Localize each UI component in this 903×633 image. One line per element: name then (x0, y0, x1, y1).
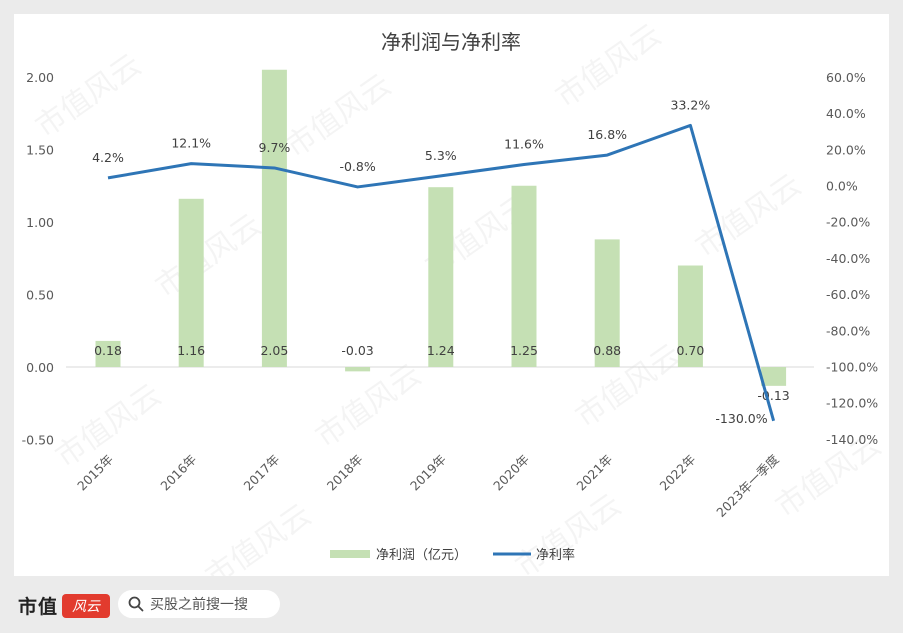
y-right-tick-label: -40.0% (826, 251, 870, 266)
legend-label-line: 净利率 (536, 547, 575, 563)
search-text: 买股之前搜一搜 (150, 597, 248, 613)
chart-title: 净利润与净利率 (381, 30, 521, 54)
chart-card: 市值风云 市值风云 市值风云 市值风云 市值风云 市值风云 市值风云 市值风云 市值风云 市值风云… (14, 14, 889, 576)
y-left-tick-label: 1.00 (26, 215, 54, 230)
line-data-label: 12.1% (171, 136, 211, 151)
x-tick-label: 2021年 (573, 452, 615, 494)
bar (428, 187, 454, 367)
line-data-label: 5.3% (425, 148, 457, 163)
y-right-tick-label: -140.0% (826, 432, 878, 447)
line-data-label: -130.0% (715, 411, 767, 426)
y-left-tick-label: 0.50 (26, 288, 54, 303)
y-right-tick-label: 40.0% (826, 106, 866, 121)
bar (178, 198, 204, 367)
bar (761, 367, 787, 386)
y-right-tick-label: 20.0% (826, 142, 866, 157)
watermark-text: 市值风云 (29, 47, 147, 144)
bar (261, 69, 287, 367)
y-left-tick-label: 1.50 (26, 143, 54, 158)
x-tick-label: 2020年 (490, 452, 532, 494)
line-data-label: 9.7% (259, 140, 291, 155)
footer-bar: 市值 风云 买股之前搜一搜 (0, 580, 903, 633)
watermark-text: 市值风云 (199, 497, 317, 576)
bar-data-label: 0.18 (94, 343, 122, 358)
bar (511, 185, 537, 367)
legend-swatch-bar (330, 550, 370, 558)
logo-text: 市值 (18, 596, 59, 618)
line-data-label: 11.6% (504, 137, 544, 152)
line-data-label: 33.2% (671, 97, 711, 112)
watermark-text: 市值风云 (149, 207, 267, 304)
y-right-tick-label: -120.0% (826, 396, 878, 411)
x-tick-label: 2023年一季度 (713, 451, 782, 520)
y-right-tick-label: -20.0% (826, 215, 870, 230)
line-data-label: 16.8% (587, 127, 627, 142)
bar-data-label: 0.70 (676, 343, 704, 358)
watermark-text: 市值风云 (279, 67, 397, 164)
x-tick-label: 2022年 (657, 452, 699, 494)
bar (345, 367, 371, 372)
search-icon (128, 596, 144, 612)
y-right-tick-label: -60.0% (826, 287, 870, 302)
bar-data-label: -0.13 (757, 388, 789, 403)
y-right-tick-label: 0.0% (826, 179, 858, 194)
watermark-text: 市值风云 (309, 357, 427, 454)
x-tick-label: 2017年 (241, 452, 283, 494)
watermark-text: 市值风云 (549, 17, 667, 114)
watermark-text: 市值风云 (569, 337, 687, 434)
y-right-tick-label: -100.0% (826, 360, 878, 375)
y-left-tick-label: 2.00 (26, 70, 54, 85)
bar-data-label: 2.05 (260, 343, 288, 358)
logo-badge: 风云 (62, 593, 111, 618)
x-tick-label: 2018年 (324, 452, 366, 494)
bar-data-label: -0.03 (341, 343, 373, 358)
search-box[interactable]: 买股之前搜一搜 (118, 590, 280, 618)
bar-data-label: 1.25 (510, 343, 538, 358)
bar (95, 340, 121, 367)
bar-data-label: 1.24 (427, 343, 455, 358)
y-left-tick-label: 0.00 (26, 360, 54, 375)
x-tick-label: 2016年 (157, 452, 199, 494)
legend-label-bar: 净利润（亿元） (376, 548, 467, 563)
y-right-tick-label: 60.0% (826, 70, 866, 85)
x-tick-label: 2019年 (407, 452, 449, 494)
line-data-label: 4.2% (92, 150, 124, 165)
y-right-tick-label: -80.0% (826, 323, 870, 338)
bar-data-label: 1.16 (177, 343, 205, 358)
y-left-tick-label: -0.50 (22, 433, 54, 448)
bar-data-label: 0.88 (593, 343, 621, 358)
line-series-net-margin (107, 123, 776, 422)
bar (594, 239, 620, 367)
bar (677, 265, 703, 367)
brand-logo[interactable]: 市值 风云 (18, 592, 111, 619)
line-data-label: -0.8% (339, 159, 375, 174)
